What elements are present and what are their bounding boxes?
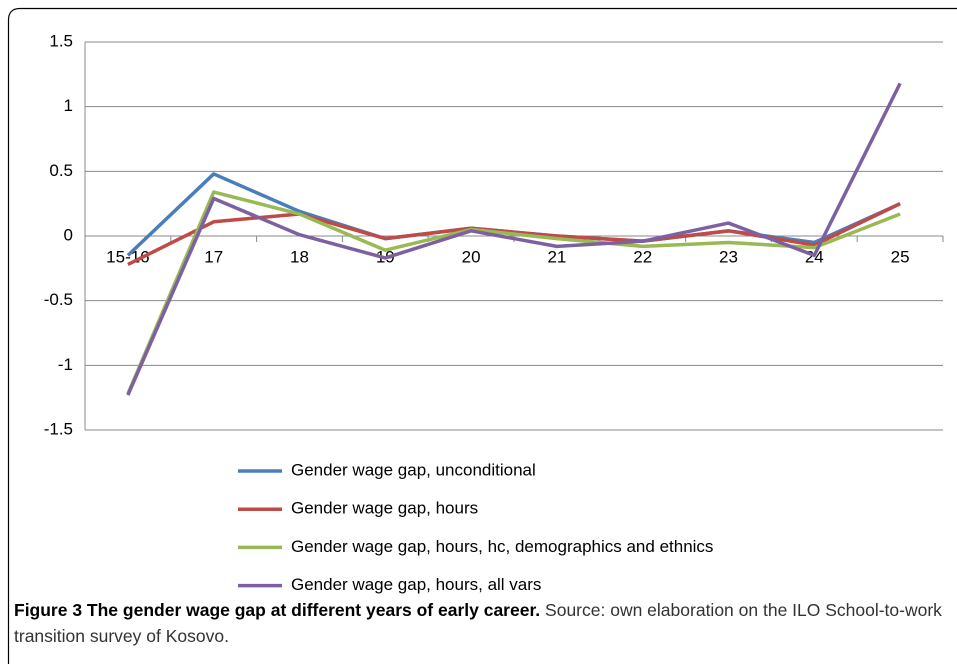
- caption-title: Figure 3 The gender wage gap at differen…: [14, 600, 541, 620]
- legend-label: Gender wage gap, unconditional: [291, 460, 536, 479]
- y-tick-label: -1.5: [44, 419, 73, 438]
- series-line: [126, 82, 902, 396]
- y-tick-label: -0.5: [44, 290, 73, 309]
- legend-label: Gender wage gap, hours, all vars: [291, 575, 541, 594]
- x-tick-label: 22: [633, 247, 652, 266]
- y-tick-label: 1.5: [49, 31, 73, 50]
- frame: [7, 7, 957, 664]
- x-tick-label: 18: [290, 247, 309, 266]
- caption: Figure 3 The gender wage gap at differen…: [14, 597, 944, 649]
- y-tick-label: 0: [64, 225, 73, 244]
- x-tick-label: 20: [462, 247, 481, 266]
- y-tick-label: 1: [64, 96, 73, 115]
- x-tick-label: 15-16: [106, 247, 149, 266]
- caption-text: Source: own elaboration on the ILO Schoo…: [14, 600, 942, 646]
- y-tick-label: -1: [58, 355, 73, 374]
- x-tick-label: 23: [719, 247, 738, 266]
- legend-label: Gender wage gap, hours, hc, demographics…: [291, 537, 713, 556]
- x-tick-label: 25: [891, 247, 910, 266]
- x-tick-label: 17: [204, 247, 223, 266]
- y-tick-label: 0.5: [49, 161, 73, 180]
- x-tick-label: 21: [547, 247, 566, 266]
- series-line: [126, 190, 901, 395]
- legend-label: Gender wage gap, hours: [291, 499, 478, 518]
